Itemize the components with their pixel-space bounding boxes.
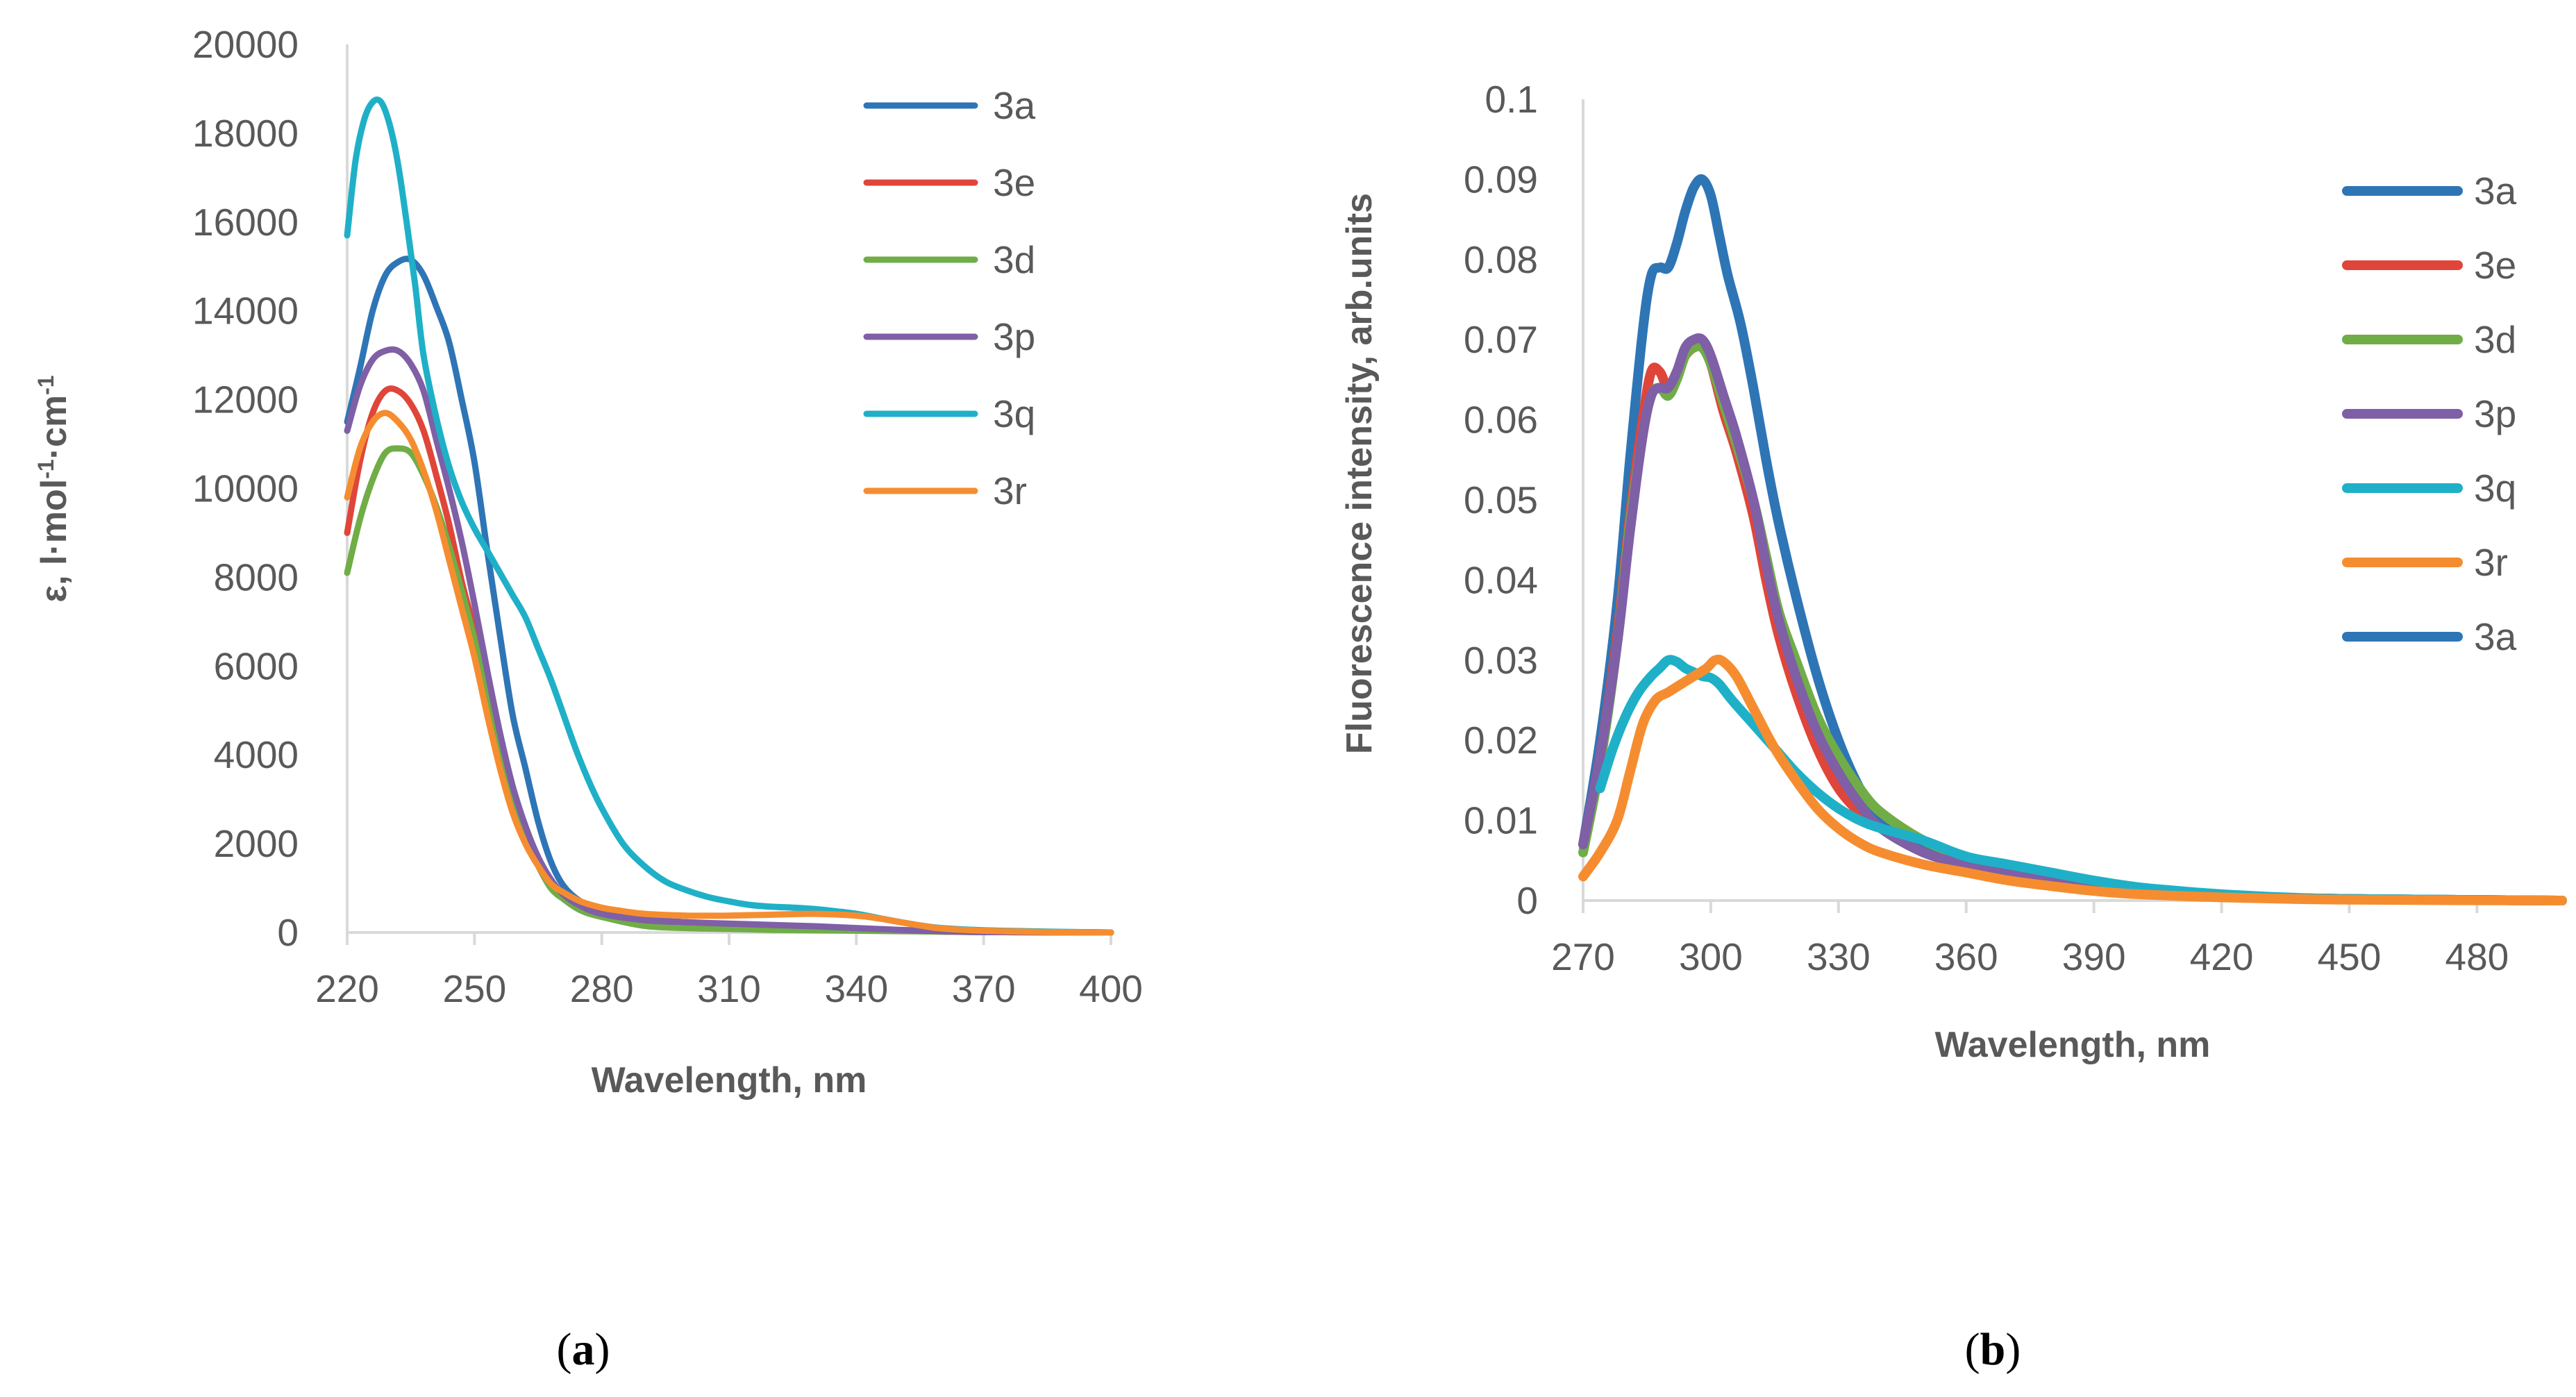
chart-a-panel-letter: a bbox=[572, 1324, 595, 1375]
chart-b-panel-letter: b bbox=[1980, 1324, 2006, 1375]
chart-b-x-tick-label: 360 bbox=[1934, 935, 1998, 978]
chart-a-legend-label-3r: 3r bbox=[993, 469, 1027, 512]
chart-a-x-tick-label: 400 bbox=[1079, 967, 1143, 1010]
chart-a-y-tick-label: 4000 bbox=[214, 733, 299, 776]
chart-a-panel-label: (a) bbox=[557, 1324, 610, 1375]
chart-b-y-tick-label: 0.08 bbox=[1464, 238, 1538, 281]
chart-b-x-tick-label: 450 bbox=[2318, 935, 2382, 978]
chart-b-x-tick-label: 480 bbox=[2445, 935, 2509, 978]
chart-a-y-tick-label: 12000 bbox=[192, 378, 299, 421]
chart-a-legend: 3a 3e 3d 3p 3q 3r bbox=[863, 84, 1036, 512]
chart-a-legend-label-3e: 3e bbox=[993, 161, 1035, 204]
chart-b-x-tick-label: 390 bbox=[2062, 935, 2126, 978]
chart-b-series-line-3q bbox=[1595, 655, 2567, 905]
chart-a-x-tick-label: 250 bbox=[442, 967, 506, 1010]
chart-b-legend-label-3a: 3a bbox=[2474, 615, 2517, 658]
chart-b-series-line-3r bbox=[1578, 654, 2567, 905]
chart-b-y-tick-label: 0.02 bbox=[1464, 719, 1538, 762]
chart-a-x-tick-label: 280 bbox=[570, 967, 634, 1010]
chart-b-y-axis-title: Fluorescence intensity, arb.units bbox=[1339, 193, 1380, 754]
chart-b-y-tick-label: 0.06 bbox=[1464, 399, 1538, 442]
chart-a-legend-label-3q: 3q bbox=[993, 392, 1035, 435]
chart-b: 0 0.01 0.02 0.03 0.04 0.05 0.06 0.07 0.08 0.09 0.1… bbox=[1339, 78, 2567, 1375]
chart-a-x-ticks: 220 250 280 310 340 370 400 bbox=[315, 932, 1143, 1010]
chart-a-series-line-3q bbox=[344, 97, 1114, 936]
chart-b-legend-label-3r: 3r bbox=[2474, 541, 2508, 584]
chart-a-y-tick-label: 6000 bbox=[214, 644, 299, 687]
chart-a-y-tick-label: 10000 bbox=[192, 467, 299, 510]
chart-a-x-axis-title: Wavelength, nm bbox=[592, 1060, 867, 1101]
chart-b-legend: 3a 3e 3d 3p 3q 3r 3a bbox=[2342, 169, 2517, 658]
chart-b-legend-label-3p: 3p bbox=[2474, 392, 2516, 435]
chart-a-y-tick-label: 2000 bbox=[214, 822, 299, 865]
chart-a-legend-label-3d: 3d bbox=[993, 238, 1035, 281]
chart-a-y-axis-title-main: ε, l·mol bbox=[34, 479, 74, 603]
chart-a-x-tick-label: 370 bbox=[952, 967, 1016, 1010]
chart-b-y-tick-label: 0 bbox=[1516, 879, 1538, 922]
chart-b-legend-label-3a: 3a bbox=[2474, 169, 2517, 212]
chart-b-x-tick-label: 300 bbox=[1679, 935, 1743, 978]
chart-a-y-tick-label: 16000 bbox=[192, 201, 299, 244]
chart-b-legend-label-3e: 3e bbox=[2474, 244, 2516, 287]
chart-a-x-tick-label: 310 bbox=[697, 967, 761, 1010]
chart-b-x-axis-title: Wavelength, nm bbox=[1935, 1025, 2211, 1065]
chart-b-y-tick-label: 0.09 bbox=[1464, 158, 1538, 201]
chart-b-y-tick-label: 0.01 bbox=[1464, 799, 1538, 842]
chart-b-y-tick-label: 0.03 bbox=[1464, 639, 1538, 682]
chart-b-x-tick-label: 420 bbox=[2190, 935, 2254, 978]
chart-b-x-tick-label: 270 bbox=[1551, 935, 1615, 978]
chart-a-series-lines bbox=[344, 97, 1114, 936]
chart-a-y-tick-label: 0 bbox=[277, 911, 299, 954]
chart-a-x-tick-label: 340 bbox=[824, 967, 888, 1010]
chart-a-legend-label-3a: 3a bbox=[993, 84, 1036, 127]
chart-a-x-tick-label: 220 bbox=[315, 967, 379, 1010]
chart-a-y-tick-label: 8000 bbox=[214, 555, 299, 599]
chart-b-y-tick-label: 0.04 bbox=[1464, 558, 1538, 601]
chart-a-y-ticks: 0 2000 4000 6000 8000 10000 12000 14000 16000 180… bbox=[192, 23, 299, 954]
chart-a-y-tick-label: 14000 bbox=[192, 290, 299, 333]
chart-b-series-lines bbox=[1578, 174, 2567, 905]
chart-b-legend-label-3d: 3d bbox=[2474, 318, 2516, 361]
chart-b-legend-label-3q: 3q bbox=[2474, 467, 2516, 510]
chart-b-y-ticks: 0 0.01 0.02 0.03 0.04 0.05 0.06 0.07 0.08 0.09 0.1 bbox=[1464, 78, 1538, 922]
chart-a-y-tick-label: 18000 bbox=[192, 112, 299, 155]
chart-b-series-line-3p bbox=[1578, 333, 2567, 905]
chart-a-series-line-3r bbox=[344, 410, 1114, 936]
chart-a-series-line-3p bbox=[344, 346, 1114, 936]
chart-b-panel-label: (b) bbox=[1965, 1324, 2021, 1375]
chart-a-y-axis-title: ε, l·mol-1·cm-1 bbox=[33, 375, 74, 602]
chart-b-y-tick-label: 0.07 bbox=[1464, 318, 1538, 361]
chart-a-y-axis-title-mid: ·cm bbox=[34, 395, 74, 459]
chart-a: 0 2000 4000 6000 8000 10000 12000 14000 16000 180… bbox=[33, 23, 1143, 1375]
chart-a-y-axis-title-sup1: -1 bbox=[33, 459, 58, 478]
chart-b-y-tick-label: 0.05 bbox=[1464, 478, 1538, 521]
chart-a-legend-label-3p: 3p bbox=[993, 315, 1035, 358]
chart-b-x-ticks: 270 300 330 360 390 420 450 480 bbox=[1551, 901, 2509, 978]
chart-b-series-line-3a bbox=[1578, 174, 2567, 905]
chart-a-y-axis-title-sup2: -1 bbox=[33, 375, 58, 394]
chart-a-y-tick-label: 20000 bbox=[192, 23, 299, 66]
chart-b-y-tick-label: 0.1 bbox=[1485, 78, 1538, 121]
chart-a-series-line-3d bbox=[344, 445, 1114, 936]
chart-b-x-tick-label: 330 bbox=[1807, 935, 1871, 978]
